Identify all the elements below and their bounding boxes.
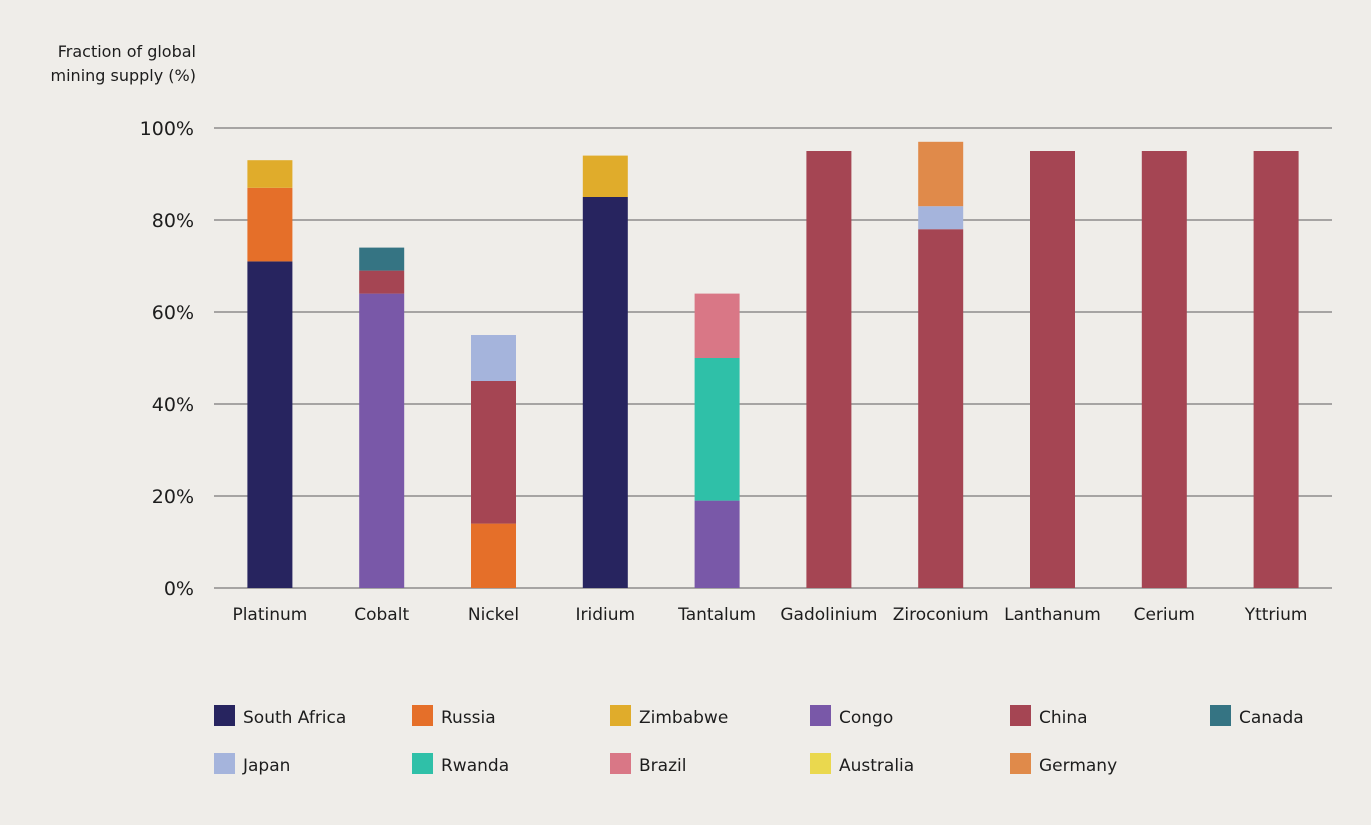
- bar-platinum-russia: [247, 187, 293, 262]
- legend-swatch-china: [1010, 705, 1031, 726]
- legend-swatch-rwanda: [412, 753, 433, 774]
- x-tick-label-ziroconium: Ziroconium: [893, 605, 989, 625]
- x-tick-label-lanthanum: Lanthanum: [1004, 605, 1101, 625]
- bar-cobalt-congo: [359, 293, 405, 588]
- legend-item-germany: Germany: [1010, 753, 1117, 776]
- legend-item-zimbabwe: Zimbabwe: [610, 705, 728, 728]
- legend-item-russia: Russia: [412, 705, 496, 728]
- legend-label-russia: Russia: [441, 708, 496, 728]
- y-tick-label-100: 100%: [140, 118, 194, 140]
- legend-label-rwanda: Rwanda: [441, 756, 509, 776]
- bar-iridium-zimbabwe: [582, 155, 628, 197]
- legend-label-canada: Canada: [1239, 708, 1304, 728]
- bar-cerium-china: [1141, 151, 1187, 588]
- legend-item-south-africa: South Africa: [214, 705, 346, 728]
- x-tick-labels: Platinum Cobalt Nickel Iridium Tantalum Gadol…: [232, 605, 1307, 625]
- y-tick-label-40: 40%: [152, 394, 194, 416]
- y-tick-label-0: 0%: [164, 578, 194, 600]
- legend-swatch-russia: [412, 705, 433, 726]
- bar-nickel-russia: [471, 523, 516, 588]
- legend-item-congo: Congo: [810, 705, 893, 728]
- x-tick-label-yttrium: Yttrium: [1244, 605, 1308, 625]
- legend-item-canada: Canada: [1210, 705, 1304, 728]
- bar-cobalt-canada: [359, 247, 405, 271]
- y-axis-label-line-2: mining supply (%): [51, 66, 196, 85]
- legend-swatch-japan: [214, 753, 235, 774]
- x-tick-label-cobalt: Cobalt: [354, 605, 409, 625]
- legend-label-germany: Germany: [1039, 756, 1117, 776]
- bar-tantalum-congo: [694, 500, 740, 588]
- y-tick-labels: 0% 20% 40% 60% 80% 100%: [140, 118, 194, 600]
- x-tick-label-gadolinium: Gadolinium: [780, 605, 877, 625]
- legend-item-china: China: [1010, 705, 1088, 728]
- bar-lanthanum-china: [1030, 151, 1075, 588]
- y-axis-label-line-1: Fraction of global: [58, 42, 196, 61]
- legend-swatch-south-africa: [214, 705, 235, 726]
- legend-label-japan: Japan: [242, 756, 290, 776]
- legend-swatch-germany: [1010, 753, 1031, 774]
- x-tick-label-iridium: Iridium: [576, 605, 636, 625]
- legend-item-brazil: Brazil: [610, 753, 686, 776]
- legend: South Africa Russia Zimbabwe Congo China Cana…: [214, 705, 1304, 776]
- x-tick-label-cerium: Cerium: [1134, 605, 1195, 625]
- bar-gadolinium-china: [806, 151, 852, 588]
- legend-label-congo: Congo: [839, 708, 893, 728]
- bar-ziroconium-germany: [918, 141, 964, 207]
- bar-platinum-south-africa: [247, 261, 293, 588]
- legend-label-brazil: Brazil: [639, 756, 686, 776]
- bar-nickel-japan: [471, 335, 516, 381]
- legend-label-china: China: [1039, 708, 1088, 728]
- x-tick-label-tantalum: Tantalum: [677, 605, 756, 625]
- bar-tantalum-rwanda: [694, 358, 740, 501]
- legend-label-south-africa: South Africa: [243, 708, 346, 728]
- legend-label-zimbabwe: Zimbabwe: [639, 708, 728, 728]
- y-tick-label-20: 20%: [152, 486, 194, 508]
- legend-swatch-australia: [810, 753, 831, 774]
- bars: [247, 141, 1299, 588]
- bar-ziroconium-japan: [918, 206, 964, 230]
- bar-cobalt-china: [359, 270, 405, 294]
- legend-item-australia: Australia: [810, 753, 914, 776]
- legend-label-australia: Australia: [839, 756, 914, 776]
- bar-platinum-zimbabwe: [247, 160, 293, 188]
- y-tick-label-60: 60%: [152, 302, 194, 324]
- legend-swatch-congo: [810, 705, 831, 726]
- legend-item-japan: Japan: [214, 753, 290, 776]
- legend-swatch-canada: [1210, 705, 1231, 726]
- bar-iridium-south-africa: [582, 197, 628, 588]
- x-tick-label-nickel: Nickel: [468, 605, 519, 625]
- legend-item-rwanda: Rwanda: [412, 753, 509, 776]
- y-tick-label-80: 80%: [152, 210, 194, 232]
- legend-swatch-brazil: [610, 753, 631, 774]
- x-tick-label-platinum: Platinum: [232, 605, 307, 625]
- bar-tantalum-brazil: [694, 293, 740, 358]
- bar-yttrium-china: [1253, 151, 1299, 588]
- legend-swatch-zimbabwe: [610, 705, 631, 726]
- bar-nickel-china: [471, 381, 516, 524]
- bar-ziroconium-china: [918, 229, 964, 588]
